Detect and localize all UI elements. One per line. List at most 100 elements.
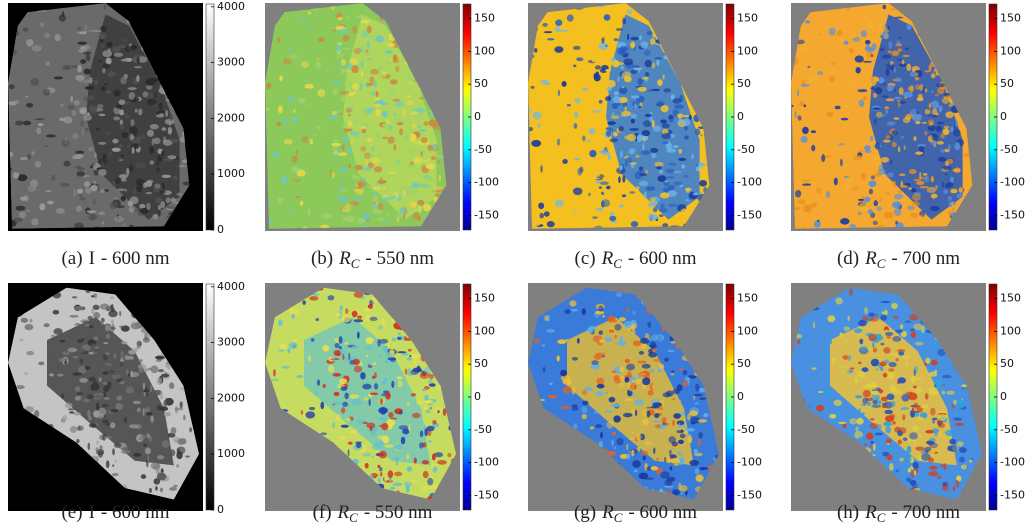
speckle [135, 162, 146, 169]
speckle [352, 428, 357, 434]
speckle [149, 146, 155, 154]
speckle [870, 87, 876, 90]
speckle [365, 159, 368, 167]
speckle [345, 215, 355, 223]
speckle [332, 79, 342, 85]
speckle [119, 109, 124, 116]
speckle [910, 470, 915, 479]
speckle [620, 375, 625, 379]
speckle [687, 413, 691, 421]
colorbar-tick-label: 0 [1000, 390, 1007, 403]
speckle [869, 423, 878, 429]
speckle [626, 363, 635, 371]
speckle [641, 363, 651, 369]
speckle [637, 374, 642, 380]
speckle [830, 221, 834, 228]
speckle [596, 377, 605, 385]
speckle [73, 100, 80, 106]
speckle [607, 390, 611, 397]
speckle [143, 182, 148, 188]
speckle [661, 133, 672, 140]
speckle [698, 431, 703, 439]
speckle [372, 362, 377, 365]
speckle [630, 41, 636, 49]
caption-suffix: - 600 nm [101, 248, 170, 269]
speckle [392, 98, 401, 102]
speckle [412, 212, 421, 220]
speckle [810, 202, 818, 208]
speckle [106, 41, 113, 48]
speckle [91, 295, 95, 298]
speckle [31, 218, 39, 226]
speckle [909, 432, 918, 440]
speckle [648, 213, 652, 216]
speckle [672, 397, 676, 401]
speckle [949, 126, 954, 133]
colorbar-tick-label: 0 [737, 390, 744, 403]
speckle [638, 166, 644, 171]
speckle [61, 139, 70, 147]
speckle [375, 108, 382, 117]
speckle [643, 191, 647, 198]
speckle [848, 355, 852, 362]
speckle [123, 223, 126, 227]
speckle [919, 185, 929, 189]
speckle [664, 180, 669, 183]
speckle [405, 484, 410, 493]
speckle [127, 430, 133, 436]
speckle [928, 64, 932, 72]
speckle [877, 354, 881, 357]
speckle [77, 64, 82, 73]
speckle [411, 412, 421, 419]
speckle [157, 209, 161, 217]
speckle [374, 103, 382, 108]
speckle [148, 487, 152, 493]
speckle [119, 360, 124, 367]
speckle [98, 59, 103, 63]
speckle [150, 415, 154, 423]
speckle [619, 203, 625, 208]
speckle [804, 20, 811, 24]
colorbar-tick-label: 150 [474, 11, 495, 24]
speckle [635, 185, 640, 191]
speckle [420, 150, 423, 157]
speckle [39, 22, 45, 27]
speckle [282, 118, 287, 125]
speckle [904, 320, 912, 323]
speckle [90, 184, 98, 192]
speckle [382, 136, 389, 139]
speckle [949, 438, 957, 445]
speckle [156, 472, 167, 481]
speckle [658, 169, 664, 174]
speckle [858, 99, 865, 107]
speckle [134, 208, 140, 212]
speckle [101, 161, 104, 169]
speckle [169, 382, 175, 390]
speckle [915, 120, 921, 125]
speckle [60, 183, 70, 187]
speckle [62, 10, 65, 17]
speckle [413, 457, 417, 464]
speckle [365, 337, 374, 345]
speckle [842, 422, 847, 429]
speckle [332, 403, 335, 406]
speckle [558, 29, 569, 32]
speckle [840, 218, 850, 225]
speckle [609, 215, 617, 222]
speckle [112, 448, 115, 456]
speckle [880, 396, 888, 402]
speckle [955, 120, 958, 128]
speckle [883, 359, 890, 364]
speckle [398, 207, 406, 215]
speckle [913, 323, 923, 331]
caption: (b) RC - 550 nm [311, 248, 434, 271]
colorbar-tick-label: -150 [474, 209, 499, 222]
speckle [95, 402, 100, 411]
speckle [953, 124, 957, 132]
speckle [327, 295, 335, 301]
speckle [363, 152, 371, 159]
speckle [886, 454, 893, 461]
speckle [961, 384, 968, 388]
speckle [434, 452, 444, 458]
speckle [128, 206, 135, 213]
